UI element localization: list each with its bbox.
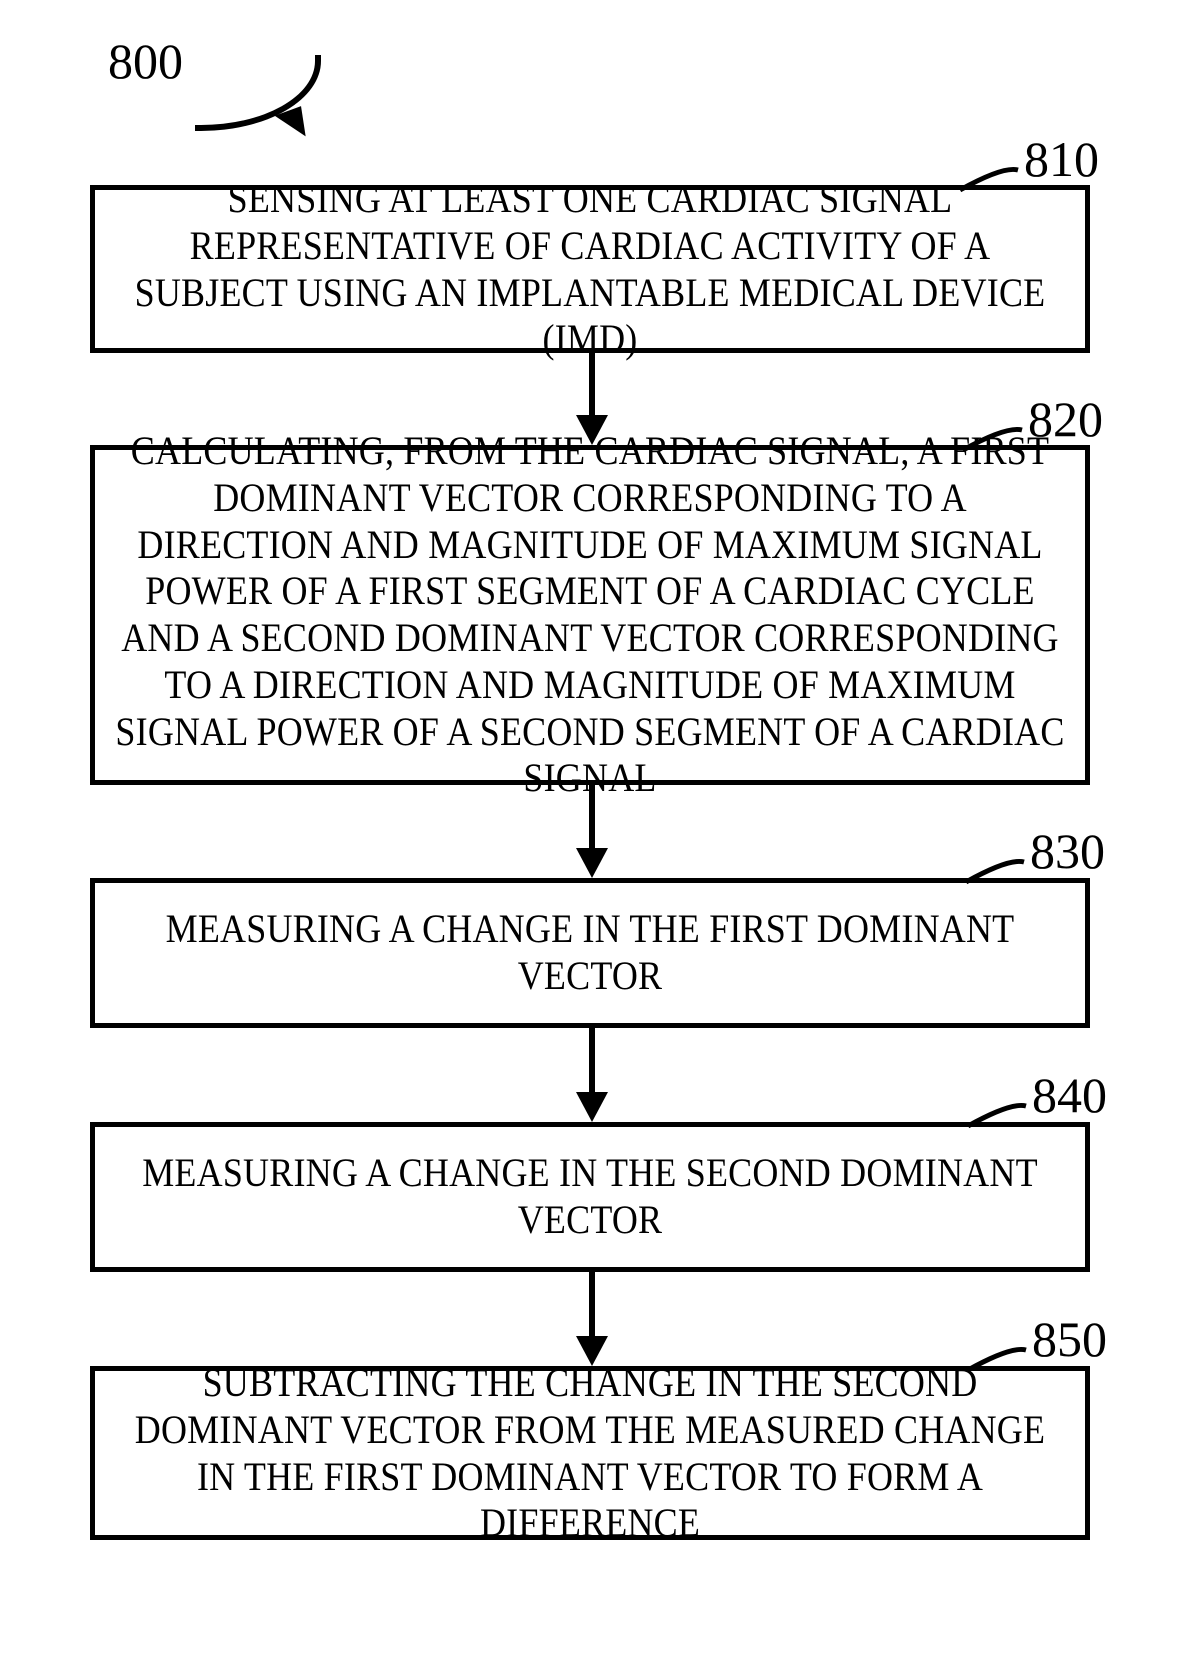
flow-step-text-820: CALCULATING, FROM THE CARDIAC SIGNAL, A … [115,428,1065,802]
flow-step-text-830: MEASURING A CHANGE IN THE FIRST DOMINANT… [115,906,1065,1000]
flow-step-ref-810: 810 [1024,130,1099,188]
flow-arrow-head-3 [576,1336,608,1366]
flow-step-ref-830: 830 [1030,822,1105,880]
flow-step-ref-850: 850 [1032,1310,1107,1368]
flow-step-box-830: MEASURING A CHANGE IN THE FIRST DOMINANT… [90,878,1090,1028]
flow-arrow-stem-1 [589,785,595,850]
flow-step-box-840: MEASURING A CHANGE IN THE SECOND DOMINAN… [90,1122,1090,1272]
flow-arrow-head-0 [576,415,608,445]
flow-arrow-stem-3 [589,1272,595,1338]
flow-step-ref-820: 820 [1028,390,1103,448]
figure-ref-main: 800 [108,32,183,90]
flow-arrow-stem-2 [589,1028,595,1094]
flow-arrow-head-1 [576,848,608,878]
flow-step-box-810: SENSING AT LEAST ONE CARDIAC SIGNAL REPR… [90,185,1090,353]
flow-step-ref-840: 840 [1032,1066,1107,1124]
flow-step-text-840: MEASURING A CHANGE IN THE SECOND DOMINAN… [115,1150,1065,1244]
flow-step-box-820: CALCULATING, FROM THE CARDIAC SIGNAL, A … [90,445,1090,785]
flow-step-text-810: SENSING AT LEAST ONE CARDIAC SIGNAL REPR… [115,175,1065,362]
flow-arrow-head-2 [576,1092,608,1122]
flow-arrow-stem-0 [589,353,595,417]
flow-step-box-850: SUBTRACTING THE CHANGE IN THE SECOND DOM… [90,1366,1090,1540]
flow-step-text-850: SUBTRACTING THE CHANGE IN THE SECOND DOM… [115,1359,1065,1546]
